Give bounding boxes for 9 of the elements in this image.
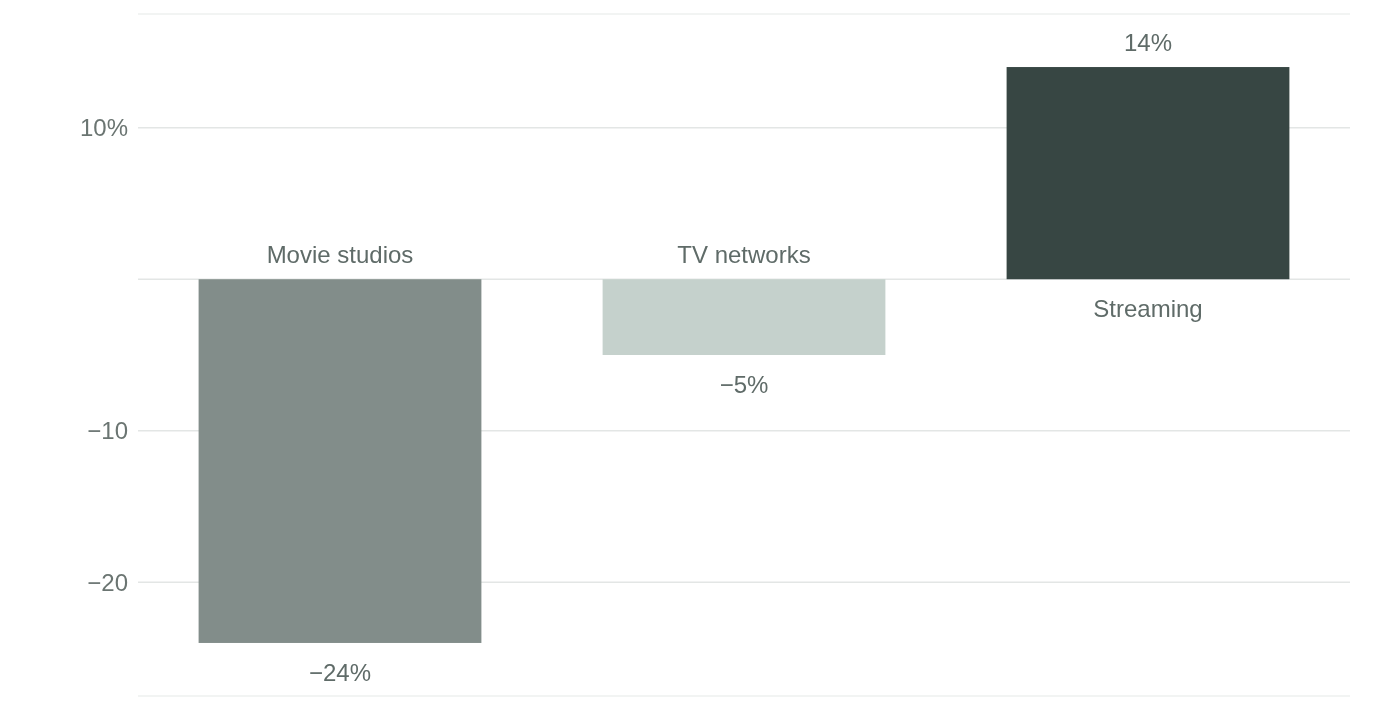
x-tick-label: TV networks xyxy=(677,241,811,269)
y-tick-label: −10 xyxy=(87,417,128,445)
y-tick-label: 10% xyxy=(79,114,128,142)
y-tick-label: −20 xyxy=(87,568,128,596)
data-label: −5% xyxy=(719,371,769,398)
x-tick-label: Streaming xyxy=(1093,295,1203,323)
data-label: 14% xyxy=(1123,29,1173,57)
data-label: −24% xyxy=(308,658,372,686)
x-tick-label: Movie studios xyxy=(266,241,414,269)
